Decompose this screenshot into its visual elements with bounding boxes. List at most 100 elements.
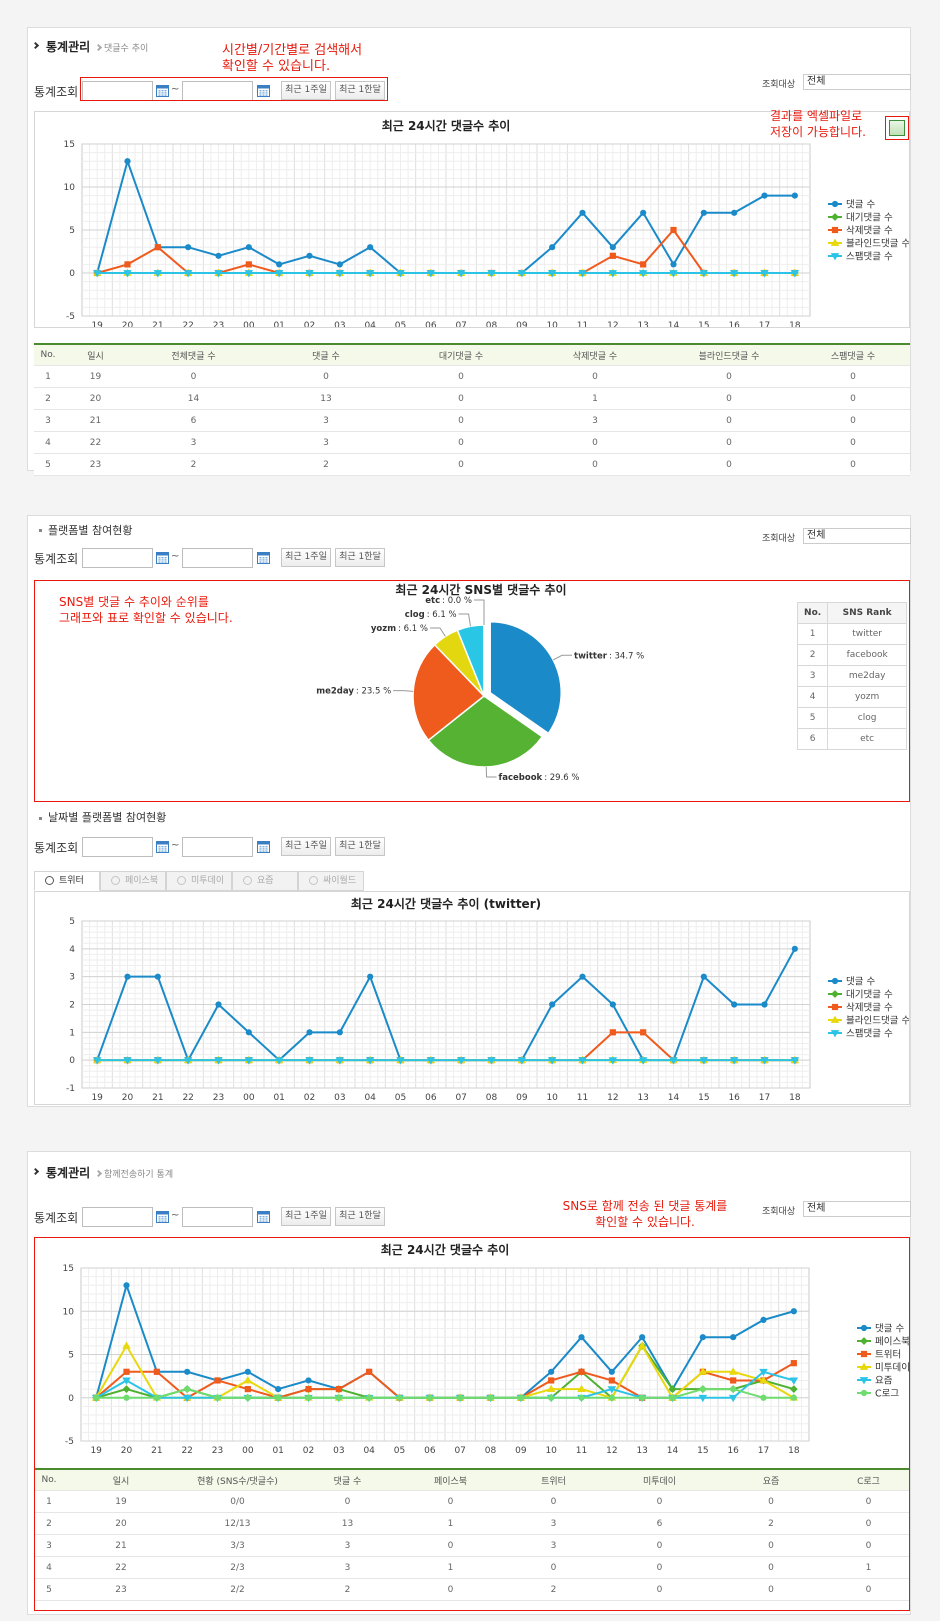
calendar-icon[interactable] [156, 84, 169, 97]
calendar-top [156, 841, 169, 845]
target-select[interactable]: 전체 [803, 1201, 911, 1217]
table-cell: 0 [528, 453, 662, 476]
target-label: 조회대상 [762, 80, 796, 90]
point [93, 1394, 100, 1401]
calendar-icon[interactable] [156, 551, 169, 564]
point [761, 192, 768, 199]
table-cell: 0 [828, 1534, 909, 1557]
point [638, 270, 648, 278]
target-select[interactable]: 전체 [803, 74, 911, 90]
table-cell: 3 [528, 409, 662, 432]
button[interactable]: 최근 1한달 [335, 1207, 385, 1226]
y-tick-label: 5 [69, 226, 75, 236]
excel-icon[interactable] [889, 120, 905, 136]
tab[interactable]: 페이스북 [100, 871, 166, 891]
calendar-cell [158, 848, 161, 850]
y-tick-label: 15 [63, 1264, 74, 1274]
y-tick-label: -5 [66, 312, 75, 322]
calendar-icon[interactable] [257, 1210, 270, 1223]
table-row: 2 facebook [796, 644, 907, 666]
column-header: 삭제댓글 수 [528, 343, 662, 366]
target-select[interactable]: 전체 [803, 528, 911, 544]
table-cell: 5 [35, 1578, 63, 1601]
point [274, 270, 284, 278]
table-row: 5 23 2 2 0 0 0 0 [34, 453, 910, 476]
calendar-cell [259, 1216, 262, 1218]
calendar-cell [161, 561, 164, 563]
table-cell: me2day [827, 665, 907, 687]
calendar-cell [161, 92, 164, 94]
highlight-box [885, 116, 909, 140]
annotation: 결과를 엑셀파일로 [770, 109, 863, 123]
point [789, 1377, 799, 1385]
legend-label: 블라인드댓글 수 [846, 239, 910, 250]
calendar-top [257, 85, 270, 89]
button[interactable]: 최근 1한달 [335, 548, 385, 567]
x-tick-label: 21 [152, 321, 163, 328]
x-tick-label: 13 [636, 1446, 647, 1456]
point [831, 1003, 839, 1011]
date-input[interactable] [82, 837, 153, 857]
point [608, 1377, 615, 1384]
date-input[interactable] [182, 837, 253, 857]
calendar-icon[interactable] [257, 551, 270, 564]
tab[interactable]: 미투데이 [166, 871, 232, 891]
calendar-icon[interactable] [156, 1210, 169, 1223]
date-input[interactable] [182, 1207, 253, 1227]
point [860, 1337, 868, 1345]
point [154, 973, 161, 980]
button[interactable]: 최근 1주일 [281, 81, 331, 100]
table-cell: 21 [62, 409, 129, 432]
point [639, 1334, 646, 1341]
table-row: 1 19 0 0 0 0 0 0 [34, 365, 910, 388]
calendar-cell [262, 561, 265, 563]
table-cell: 0 [714, 1556, 828, 1579]
date-input[interactable] [82, 1207, 153, 1227]
button[interactable]: 최근 1주일 [281, 837, 331, 856]
point [730, 1377, 737, 1384]
breadcrumb-title: 통계관리 [46, 1166, 91, 1180]
x-tick-label: 11 [577, 321, 588, 328]
tab[interactable]: 트위터 [34, 871, 100, 891]
x-tick-label: 06 [425, 1093, 437, 1103]
button[interactable]: 최근 1주일 [281, 1207, 331, 1226]
column-header: 트위터 [502, 1468, 605, 1491]
slice-name: etc [425, 596, 440, 606]
point [366, 1394, 373, 1401]
point [184, 1386, 191, 1393]
tilde: ~ [171, 551, 180, 562]
button[interactable]: 최근 1한달 [335, 837, 385, 856]
x-tick-label: 03 [334, 1093, 345, 1103]
tab[interactable]: 요즘 [232, 871, 298, 891]
point [124, 158, 131, 165]
calendar-top [156, 85, 169, 89]
section-heading: 플랫폼별 참여현황 [48, 524, 133, 537]
x-tick-label: 15 [697, 1446, 708, 1456]
table-cell: 2 [796, 644, 829, 666]
point [699, 270, 709, 278]
x-tick-label: 20 [122, 1093, 134, 1103]
point [305, 1394, 312, 1401]
calendar-icon[interactable] [257, 84, 270, 97]
calendar-cell [259, 559, 262, 561]
calendar-cell [259, 94, 262, 96]
date-input[interactable] [82, 548, 153, 568]
tab[interactable]: 싸이월드 [298, 871, 364, 891]
table-cell: 0 [528, 431, 662, 454]
button[interactable]: 최근 1주일 [281, 548, 331, 567]
point [215, 1001, 222, 1008]
x-tick-label: 05 [395, 1093, 406, 1103]
point [831, 200, 839, 208]
calendar-icon[interactable] [156, 840, 169, 853]
slice-value: : 6.1 % [427, 610, 457, 620]
calendar-cell [262, 846, 265, 848]
calendar-icon[interactable] [257, 840, 270, 853]
button[interactable]: 최근 1한달 [335, 81, 385, 100]
table-cell: 23 [62, 453, 129, 476]
point [153, 1057, 163, 1065]
date-input[interactable] [182, 548, 253, 568]
point [305, 1386, 312, 1393]
legend-label: 댓글 수 [846, 977, 875, 988]
